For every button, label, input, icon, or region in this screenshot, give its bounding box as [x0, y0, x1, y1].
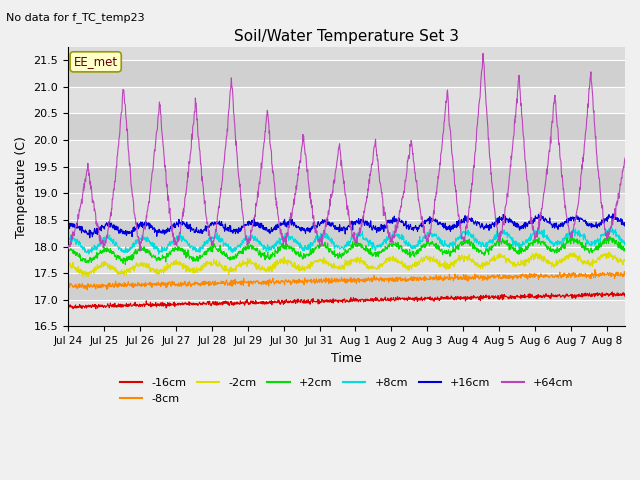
Text: EE_met: EE_met — [74, 55, 118, 68]
Bar — [68, 220, 625, 247]
Bar — [68, 300, 625, 326]
Y-axis label: Temperature (C): Temperature (C) — [15, 136, 28, 238]
Bar — [68, 87, 625, 113]
Legend: -16cm, -8cm, -2cm, +2cm, +8cm, +16cm, +64cm: -16cm, -8cm, -2cm, +2cm, +8cm, +16cm, +6… — [115, 374, 577, 408]
X-axis label: Time: Time — [331, 352, 362, 365]
Bar — [68, 193, 625, 220]
Bar — [68, 113, 625, 140]
Bar — [68, 273, 625, 300]
Bar — [68, 60, 625, 87]
Bar — [68, 167, 625, 193]
Text: No data for f_TC_temp23: No data for f_TC_temp23 — [6, 12, 145, 23]
Title: Soil/Water Temperature Set 3: Soil/Water Temperature Set 3 — [234, 29, 459, 44]
Bar — [68, 140, 625, 167]
Bar — [68, 247, 625, 273]
